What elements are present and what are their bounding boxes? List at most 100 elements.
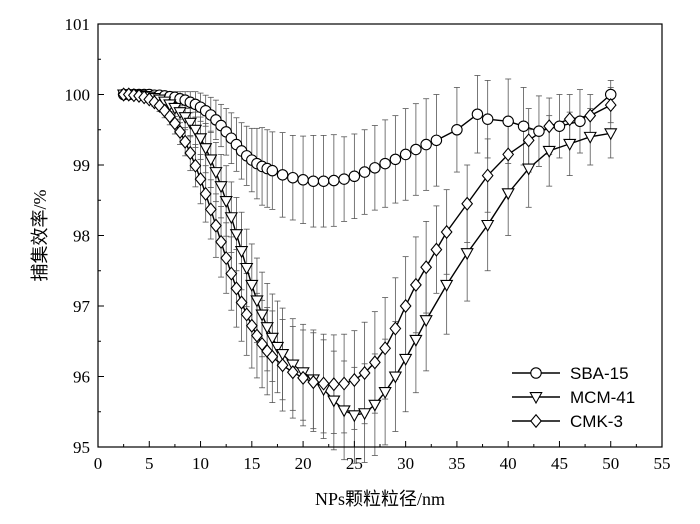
x-tick-label: 45 <box>551 454 568 473</box>
sba-15-point <box>574 115 586 128</box>
cmk-3-point <box>204 202 217 217</box>
plot-frame <box>97 23 663 448</box>
legend-entry-mcm-41: MCM-41 <box>512 388 635 407</box>
legend-marker <box>530 413 542 429</box>
y-tick-label: 99 <box>73 156 90 175</box>
legend-marker <box>529 392 543 405</box>
x-tick-label: 35 <box>448 454 465 473</box>
cmk-3-point <box>189 158 202 173</box>
sba-15-point <box>348 170 361 183</box>
legend-entry-sba-15: SBA-15 <box>512 364 629 383</box>
cmk-3-point <box>286 365 299 380</box>
mcm-41-point <box>224 212 238 225</box>
sba-15-point <box>502 115 514 128</box>
mcm-41-point <box>357 408 372 421</box>
mcm-41-point <box>204 154 218 167</box>
y-axis-ticks: 95 96 97 98 99 100 101 <box>65 15 104 457</box>
mcm-41-point <box>460 248 474 261</box>
sba-15-point <box>297 174 309 186</box>
cmk-3-point <box>543 119 556 134</box>
sba-15-point <box>369 162 381 174</box>
y-tick-label: 97 <box>73 297 91 316</box>
mcm-41-point <box>188 124 203 137</box>
y-axis-label: 捕集效率/% <box>30 189 50 281</box>
mcm-41-point <box>260 322 274 335</box>
cmk-3-point <box>461 196 474 211</box>
mcm-41-point <box>388 371 403 384</box>
y-tick-label: 101 <box>65 15 91 34</box>
cmk-3-point <box>210 218 222 233</box>
cmk-3-point <box>179 134 192 149</box>
cmk-3-point <box>399 298 412 314</box>
mcm-41-point <box>378 387 392 400</box>
cmk-3-point <box>266 349 279 364</box>
mcm-41-point <box>604 128 618 141</box>
mcm-41-point <box>265 332 279 345</box>
cmk-3-point <box>358 365 371 381</box>
mcm-41-point <box>245 279 259 292</box>
mcm-41-point <box>219 195 233 209</box>
cmk-3-point <box>174 124 186 139</box>
cmk-3-point <box>563 112 576 127</box>
x-tick-label: 50 <box>602 454 619 473</box>
x-axis-ticks: 0 5 10 15 20 25 30 35 40 45 50 55 <box>94 441 671 473</box>
y-tick-label: 96 <box>73 368 90 387</box>
mcm-41-point <box>250 295 264 308</box>
mcm-41-line <box>123 93 611 417</box>
y-tick-label: 100 <box>65 86 91 105</box>
cmk-3-point <box>230 281 243 296</box>
legend-label: SBA-15 <box>570 364 629 383</box>
cmk-3-point <box>348 372 361 388</box>
sba-15-point <box>410 143 422 156</box>
legend-entry-cmk-3: CMK-3 <box>512 412 623 431</box>
legend-label: MCM-41 <box>570 388 635 407</box>
x-tick-label: 40 <box>500 454 517 473</box>
mcm-41-point <box>522 163 536 176</box>
legend-marker <box>530 367 542 379</box>
mcm-41-point <box>234 246 249 259</box>
mcm-41-point <box>501 188 515 201</box>
sba-15-point <box>379 157 391 170</box>
cmk-3-point <box>276 358 289 373</box>
mcm-41-point <box>270 341 285 355</box>
x-tick-label: 25 <box>346 454 363 473</box>
cmk-3-point <box>420 260 433 275</box>
sba-15-point <box>328 174 340 187</box>
mcm-41-point <box>240 262 254 276</box>
cmk-3-point <box>199 186 212 202</box>
sba-15-point <box>430 134 443 147</box>
cmk-3-point <box>307 375 320 390</box>
cmk-3-point <box>194 172 207 187</box>
x-tick-label: 10 <box>192 454 209 473</box>
mcm-41-point <box>229 229 244 242</box>
mcm-41-point <box>563 138 577 151</box>
cmk-3-point <box>297 370 310 386</box>
cmk-3-point <box>235 295 248 310</box>
sba-15-point <box>533 125 545 137</box>
cmk-3-point <box>368 355 381 370</box>
mcm-41-point <box>337 405 351 418</box>
mcm-41-point <box>409 334 423 347</box>
x-tick-label: 55 <box>654 454 671 473</box>
sba-15-point <box>471 108 484 120</box>
sba-15-point <box>399 148 412 161</box>
mcm-41-point <box>209 167 223 180</box>
sba-15-point <box>266 164 279 177</box>
cmk-3-point <box>184 145 197 161</box>
cmk-3-point <box>389 321 402 336</box>
mcm-41-point <box>193 133 208 146</box>
y-tick-label: 98 <box>73 227 90 246</box>
x-tick-label: 30 <box>397 454 414 473</box>
mcm-41-point <box>583 131 597 144</box>
mcm-41-point <box>275 348 290 362</box>
sba-15-point <box>420 138 432 151</box>
mcm-41-point <box>183 117 197 130</box>
mcm-41-point <box>327 395 341 408</box>
sba-15-point <box>276 169 289 181</box>
mcm-41-point <box>214 181 228 194</box>
sba-15-point <box>451 124 463 136</box>
mcm-41-point <box>368 399 382 412</box>
cmk-3-point <box>440 224 453 240</box>
mcm-41-point <box>347 410 362 423</box>
series-markers <box>116 87 618 423</box>
